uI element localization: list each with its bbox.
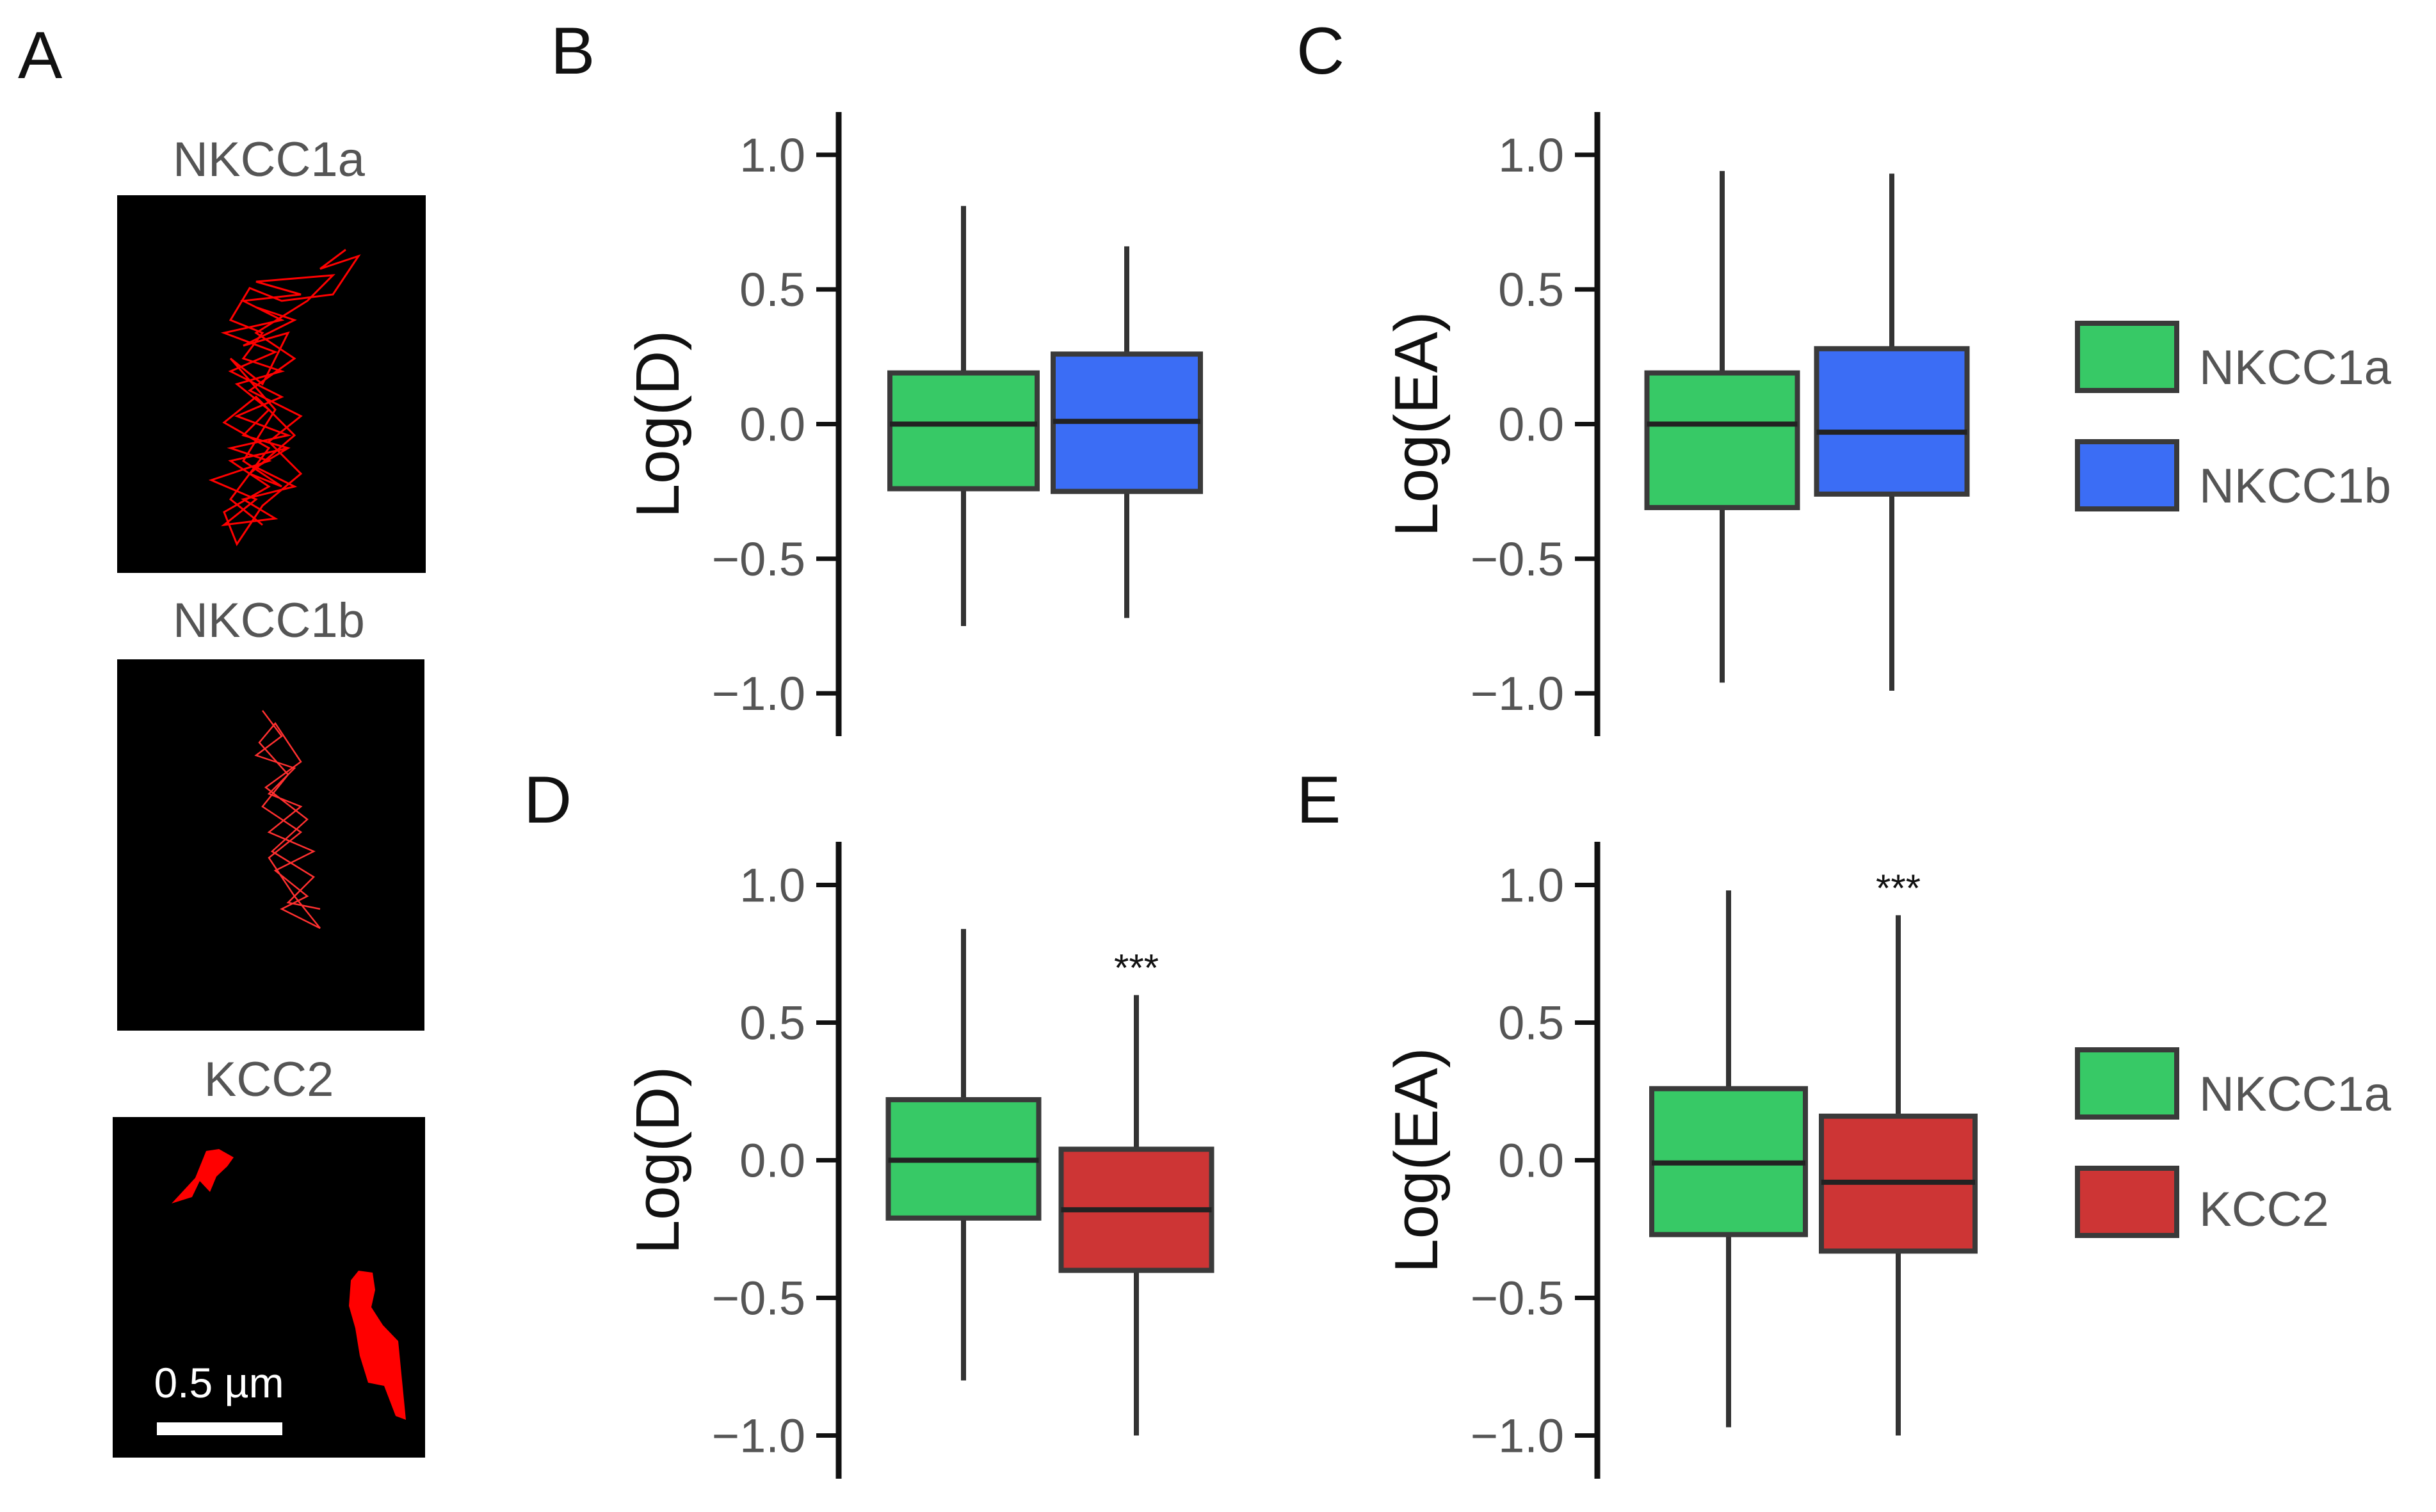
legend-swatch-nkcc1a — [2075, 321, 2179, 393]
y-tick-label: −0.5 — [1471, 533, 1564, 586]
trajectory-kcc2-a-icon — [172, 1149, 234, 1203]
y-axis-label: Log(D) — [624, 1066, 692, 1254]
microscopy-image-nkcc1b — [117, 659, 424, 1031]
box-nkcc1a — [1644, 370, 1800, 510]
y-tick-label: 0.0 — [1498, 1134, 1564, 1187]
panel-letter: E — [1296, 763, 1341, 837]
y-tick-label: −1.0 — [1471, 1410, 1564, 1463]
scale-bar-label: 0.5 µm — [154, 1359, 284, 1406]
image-background — [113, 1117, 425, 1458]
legend-swatch-kcc2 — [2075, 1166, 2179, 1238]
panel-letter: C — [1296, 14, 1344, 88]
legend-top: NKCC1a NKCC1b — [2075, 321, 2392, 513]
boxplot-panel-d: D 1.0 0.5 0.0 −0.5 −1.0 Log(D) *** — [524, 763, 1214, 1479]
y-tick-label: 0.5 — [1498, 996, 1564, 1049]
panel-letter: B — [551, 14, 595, 88]
legend-swatch-nkcc1b — [2075, 439, 2179, 511]
trajectory-nkcc1a-icon — [208, 248, 361, 547]
y-tick-label: −1.0 — [712, 667, 805, 720]
y-axis-label: Log(D) — [624, 330, 692, 518]
image-background — [117, 195, 426, 573]
scale-bar — [157, 1422, 282, 1435]
image-background — [117, 659, 424, 1031]
y-tick-label: 0.5 — [739, 996, 805, 1049]
image-title-kcc2: KCC2 — [204, 1052, 334, 1107]
microscopy-image-kcc2: 0.5 µm — [113, 1117, 425, 1458]
y-tick-label: −0.5 — [712, 1272, 805, 1325]
boxplot-panel-e: E 1.0 0.5 0.0 −0.5 −1.0 Log(EA) *** — [1296, 763, 1978, 1479]
y-tick-label: 0.5 — [1498, 263, 1564, 316]
y-tick-label: 0.0 — [1498, 398, 1564, 451]
significance-marker: *** — [1876, 867, 1921, 910]
boxplot-panel-c: C 1.0 0.5 0.0 −0.5 −1.0 Log(EA) — [1296, 14, 1970, 736]
y-tick-label: −1.0 — [712, 1410, 805, 1463]
image-title-nkcc1a: NKCC1a — [173, 133, 366, 187]
legend-label-kcc2: KCC2 — [2199, 1182, 2329, 1237]
y-tick-label: 0.0 — [739, 1134, 805, 1187]
image-title-nkcc1b: NKCC1b — [173, 593, 365, 648]
legend-label-nkcc1a: NKCC1a — [2199, 1067, 2392, 1122]
box-nkcc1a — [887, 370, 1040, 492]
y-tick-label: 1.0 — [1498, 129, 1564, 182]
y-tick-label: −0.5 — [712, 533, 805, 586]
panel-letter: D — [524, 763, 572, 837]
panel-letter-a: A — [18, 19, 63, 93]
box-nkcc1b — [1814, 346, 1970, 497]
trajectory-nkcc1b-icon — [254, 710, 321, 929]
boxplot-panel-b: B 1.0 0.5 0.0 −0.5 −1.0 Log(D) — [551, 14, 1203, 736]
y-tick-label: 0.0 — [739, 398, 805, 451]
trajectory-nkcc1a-b-icon — [222, 306, 297, 526]
legend-bottom: NKCC1a KCC2 — [2075, 1047, 2392, 1238]
legend-swatch-nkcc1a — [2075, 1047, 2179, 1120]
y-tick-label: 1.0 — [739, 129, 805, 182]
y-axis-label: Log(EA) — [1382, 1047, 1451, 1273]
y-tick-label: 1.0 — [739, 858, 805, 912]
y-tick-label: 0.5 — [739, 263, 805, 316]
y-axis-label: Log(EA) — [1382, 311, 1451, 536]
y-tick-label: −1.0 — [1471, 667, 1564, 720]
microscopy-image-nkcc1a — [117, 195, 426, 573]
trajectory-kcc2-b-icon — [349, 1271, 406, 1420]
significance-marker: *** — [1114, 946, 1159, 989]
y-tick-label: 1.0 — [1498, 858, 1564, 912]
legend-label-nkcc1a: NKCC1a — [2199, 341, 2392, 395]
legend-label-nkcc1b: NKCC1b — [2199, 459, 2391, 513]
y-tick-label: −0.5 — [1471, 1272, 1564, 1325]
